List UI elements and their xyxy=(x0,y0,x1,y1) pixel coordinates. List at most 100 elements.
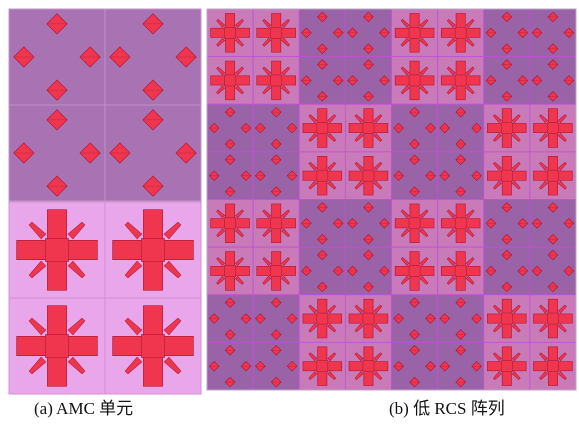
array-cell-diamond xyxy=(206,151,254,200)
cross-patch-icon xyxy=(302,298,343,339)
cross-patch-icon xyxy=(256,251,296,291)
array-cell-diamond xyxy=(529,56,577,105)
cross-patch-icon xyxy=(112,305,194,387)
array-cell-cross xyxy=(483,103,531,153)
array-cell-cross xyxy=(391,246,439,296)
array-cell-diamond xyxy=(483,246,531,296)
array-cell-diamond xyxy=(344,246,392,296)
array-cell-diamond xyxy=(344,8,392,58)
array-cell-diamond xyxy=(437,341,485,391)
cross-patch-icon xyxy=(440,203,481,244)
cross-patch-icon xyxy=(256,13,296,53)
array-cell-diamond xyxy=(252,294,300,343)
cross-patch-icon xyxy=(440,13,481,53)
array-cell-cross xyxy=(437,8,485,58)
array-cell-diamond xyxy=(529,199,577,248)
array-cell-diamond xyxy=(252,151,300,200)
array-cell-cross xyxy=(391,199,439,248)
array-cell-cross xyxy=(298,294,346,343)
amc-unit-panel xyxy=(8,8,202,395)
cross-patch-icon xyxy=(348,155,389,196)
array-cell-cross xyxy=(252,199,300,248)
array-cell-diamond xyxy=(391,103,439,153)
array-cell-cross xyxy=(483,294,531,343)
cross-patch-icon xyxy=(302,108,343,148)
array-cell-cross xyxy=(344,294,392,343)
array-cell-cross xyxy=(437,246,485,296)
array-cell-diamond xyxy=(483,56,531,105)
array-cell-cross xyxy=(529,341,577,391)
cross-patch-icon xyxy=(112,209,194,291)
cross-patch-icon xyxy=(348,346,389,386)
array-cell-diamond xyxy=(391,294,439,343)
cross-patch-icon xyxy=(394,251,435,291)
array-cell-diamond xyxy=(206,103,254,153)
caption-amc-unit: (a) AMC 单元 xyxy=(34,399,134,418)
amc-cell-b xyxy=(104,297,202,395)
cross-patch-icon xyxy=(533,298,573,339)
cross-patch-icon xyxy=(533,155,573,196)
cross-patch-icon xyxy=(256,60,296,101)
cross-patch-icon xyxy=(487,298,527,339)
array-cell-cross xyxy=(483,341,531,391)
cross-patch-icon xyxy=(348,298,389,339)
cross-patch-icon xyxy=(210,60,250,101)
array-cell-cross xyxy=(391,8,439,58)
array-cell-diamond xyxy=(437,294,485,343)
array-cell-diamond xyxy=(483,8,531,58)
array-cell-cross xyxy=(483,151,531,200)
array-cell-cross xyxy=(206,8,254,58)
array-cell-cross xyxy=(344,341,392,391)
array-cell-cross xyxy=(529,151,577,200)
array-cell-diamond xyxy=(206,341,254,391)
array-cell-diamond xyxy=(437,103,485,153)
array-cell-cross xyxy=(206,56,254,105)
cross-patch-icon xyxy=(302,155,343,196)
cross-patch-icon xyxy=(533,108,573,148)
cross-patch-icon xyxy=(16,305,98,387)
cross-patch-icon xyxy=(440,60,481,101)
amc-cell-a xyxy=(104,104,202,202)
array-cell-diamond xyxy=(344,199,392,248)
cross-patch-icon xyxy=(394,60,435,101)
array-cell-diamond xyxy=(529,246,577,296)
array-cell-cross xyxy=(344,151,392,200)
cross-patch-icon xyxy=(210,203,250,244)
array-cell-cross xyxy=(206,199,254,248)
cross-patch-icon xyxy=(487,108,527,148)
array-cell-cross xyxy=(437,199,485,248)
amc-cell-b xyxy=(104,201,202,299)
cross-patch-icon xyxy=(16,209,98,291)
array-cell-diamond xyxy=(391,151,439,200)
array-cell-diamond xyxy=(437,151,485,200)
array-cell-diamond xyxy=(529,8,577,58)
array-cell-cross xyxy=(437,56,485,105)
array-cell-cross xyxy=(529,103,577,153)
cross-patch-icon xyxy=(394,203,435,244)
cross-patch-icon xyxy=(394,13,435,53)
array-cell-cross xyxy=(298,151,346,200)
cross-patch-icon xyxy=(440,251,481,291)
array-cell-cross xyxy=(298,103,346,153)
cross-patch-icon xyxy=(210,251,250,291)
caption-low-rcs-array: (b) 低 RCS 阵列 xyxy=(389,399,505,418)
array-border xyxy=(206,8,577,391)
cross-patch-icon xyxy=(302,346,343,386)
low-rcs-array-panel xyxy=(206,8,577,391)
array-cell-diamond xyxy=(298,8,346,58)
cross-patch-icon xyxy=(487,155,527,196)
array-cell-diamond xyxy=(391,341,439,391)
array-cell-diamond xyxy=(252,103,300,153)
array-cell-diamond xyxy=(298,199,346,248)
amc-cell-b xyxy=(8,201,106,299)
array-cell-cross xyxy=(298,341,346,391)
array-cell-diamond xyxy=(206,294,254,343)
array-cell-cross xyxy=(252,56,300,105)
amc-cell-a xyxy=(8,104,106,202)
array-cell-cross xyxy=(391,56,439,105)
cross-patch-icon xyxy=(533,346,573,386)
cross-patch-icon xyxy=(256,203,296,244)
array-cell-cross xyxy=(252,246,300,296)
array-cell-cross xyxy=(529,294,577,343)
